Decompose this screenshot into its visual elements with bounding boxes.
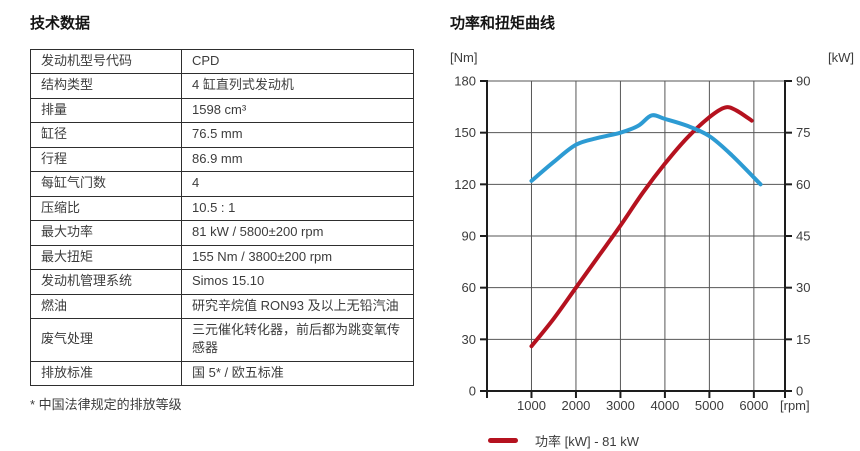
chart-section: 功率和扭矩曲线 180 150 120 90 60 30 0 90 75 60 45 30 15 0 100… — [450, 12, 856, 451]
table-row: 排量 1598 cm³ — [30, 97, 414, 124]
power-curve — [529, 105, 754, 349]
table-row: 行程 86.9 mm — [30, 146, 414, 173]
spec-value-cell: 1598 cm³ — [181, 97, 414, 124]
table-row: 最大功率 81 kW / 5800±200 rpm — [30, 220, 414, 246]
chart-legend: 功率 [kW] - 81 kW扭矩 [Nm] - 155 Nm — [488, 431, 856, 451]
left-tick-label: 60 — [462, 280, 476, 295]
left-tick-label: 120 — [454, 177, 476, 192]
x-tick-label: 4000 — [650, 398, 679, 413]
spec-value-cell: 81 kW / 5800±200 rpm — [181, 220, 414, 246]
right-axis-unit-label: [kW] — [828, 50, 854, 65]
left-tick-label: 0 — [469, 384, 476, 399]
spec-label-cell: 行程 — [30, 146, 182, 173]
spec-label-cell: 废气处理 — [30, 317, 182, 362]
spec-table: 发动机型号代码 CPD 结构类型 4 缸直列式发动机 排量 1598 cm³ 缸径 76.5 … — [30, 48, 414, 387]
table-row: 发动机管理系统 Simos 15.10 — [30, 269, 414, 295]
right-tick-label: 0 — [796, 384, 803, 399]
left-axis-unit-label: [Nm] — [450, 50, 477, 65]
spec-label-cell: 缸径 — [30, 122, 182, 148]
spec-label-cell: 发动机管理系统 — [30, 269, 182, 295]
left-tick-label: 90 — [462, 229, 476, 244]
table-row: 缸径 76.5 mm — [30, 122, 414, 148]
spec-label-cell: 压缩比 — [30, 195, 182, 222]
section-title-technical-data: 技术数据 — [30, 15, 91, 32]
spec-label-cell: 燃油 — [30, 293, 182, 319]
spec-value-cell: 10.5 : 1 — [181, 195, 414, 222]
left-tick-label: 150 — [454, 125, 476, 140]
torque-curve — [529, 113, 763, 187]
spec-value-cell: 76.5 mm — [181, 122, 414, 148]
table-row: 发动机型号代码 CPD — [30, 48, 414, 75]
table-row: 结构类型 4 缸直列式发动机 — [30, 73, 414, 99]
table-row: 每缸气门数 4 — [30, 171, 414, 197]
spec-value-cell: 国 5* / 欧五标准 — [181, 360, 414, 387]
table-row: 燃油 研究辛烷值 RON93 及以上无铅汽油 — [30, 293, 414, 319]
table-row: 最大扭矩 155 Nm / 3800±200 rpm — [30, 244, 414, 271]
right-tick-label: 15 — [796, 332, 810, 347]
table-footnote: * 中国法律规定的排放等级 — [30, 397, 182, 413]
right-tick-label: 60 — [796, 177, 810, 192]
spec-value-cell: 4 缸直列式发动机 — [181, 73, 414, 99]
spec-label-cell: 发动机型号代码 — [30, 48, 182, 75]
spec-label-cell: 最大功率 — [30, 220, 182, 246]
right-tick-label: 75 — [796, 125, 810, 140]
chart-title: 功率和扭矩曲线 — [450, 15, 556, 32]
right-tick-label: 90 — [796, 74, 810, 89]
left-tick-label: 30 — [462, 332, 476, 347]
left-tick-label: 180 — [454, 74, 476, 89]
technical-data-section: 技术数据 发动机型号代码 CPD 结构类型 4 缸直列式发动机 排量 1598 cm³ 缸径… — [30, 12, 422, 413]
right-tick-label: 45 — [796, 229, 810, 244]
legend-label: 功率 [kW] - 81 kW — [535, 434, 640, 449]
spec-label-cell: 排放标准 — [30, 360, 182, 387]
x-axis-unit-label: [rpm] — [780, 398, 810, 413]
x-tick-label: 1000 — [517, 398, 546, 413]
x-tick-label: 3000 — [606, 398, 635, 413]
spec-label-cell: 最大扭矩 — [30, 244, 182, 271]
legend-swatch-power — [488, 438, 518, 443]
spec-value-cell: 86.9 mm — [181, 146, 414, 173]
spec-value-cell: 三元催化转化器，前后都为跳变氧传感器 — [181, 317, 414, 362]
spec-value-cell: Simos 15.10 — [181, 269, 414, 295]
spec-label-cell: 每缸气门数 — [30, 171, 182, 197]
spec-label-cell: 排量 — [30, 97, 182, 124]
table-row: 压缩比 10.5 : 1 — [30, 195, 414, 222]
spec-value-cell: 4 — [181, 171, 414, 197]
right-tick-label: 30 — [796, 280, 810, 295]
x-tick-label: 2000 — [561, 398, 590, 413]
x-tick-label: 6000 — [739, 398, 768, 413]
spec-label-cell: 结构类型 — [30, 73, 182, 99]
spec-value-cell: CPD — [181, 48, 414, 75]
spec-value-cell: 研究辛烷值 RON93 及以上无铅汽油 — [181, 293, 414, 319]
legend-item-power: 功率 [kW] - 81 kW — [488, 431, 856, 450]
table-row: 废气处理 三元催化转化器，前后都为跳变氧传感器 — [30, 317, 414, 362]
table-row: 排放标准国 5* / 欧五标准 — [30, 360, 414, 387]
spec-value-cell: 155 Nm / 3800±200 rpm — [181, 244, 414, 271]
x-tick-label: 5000 — [695, 398, 724, 413]
